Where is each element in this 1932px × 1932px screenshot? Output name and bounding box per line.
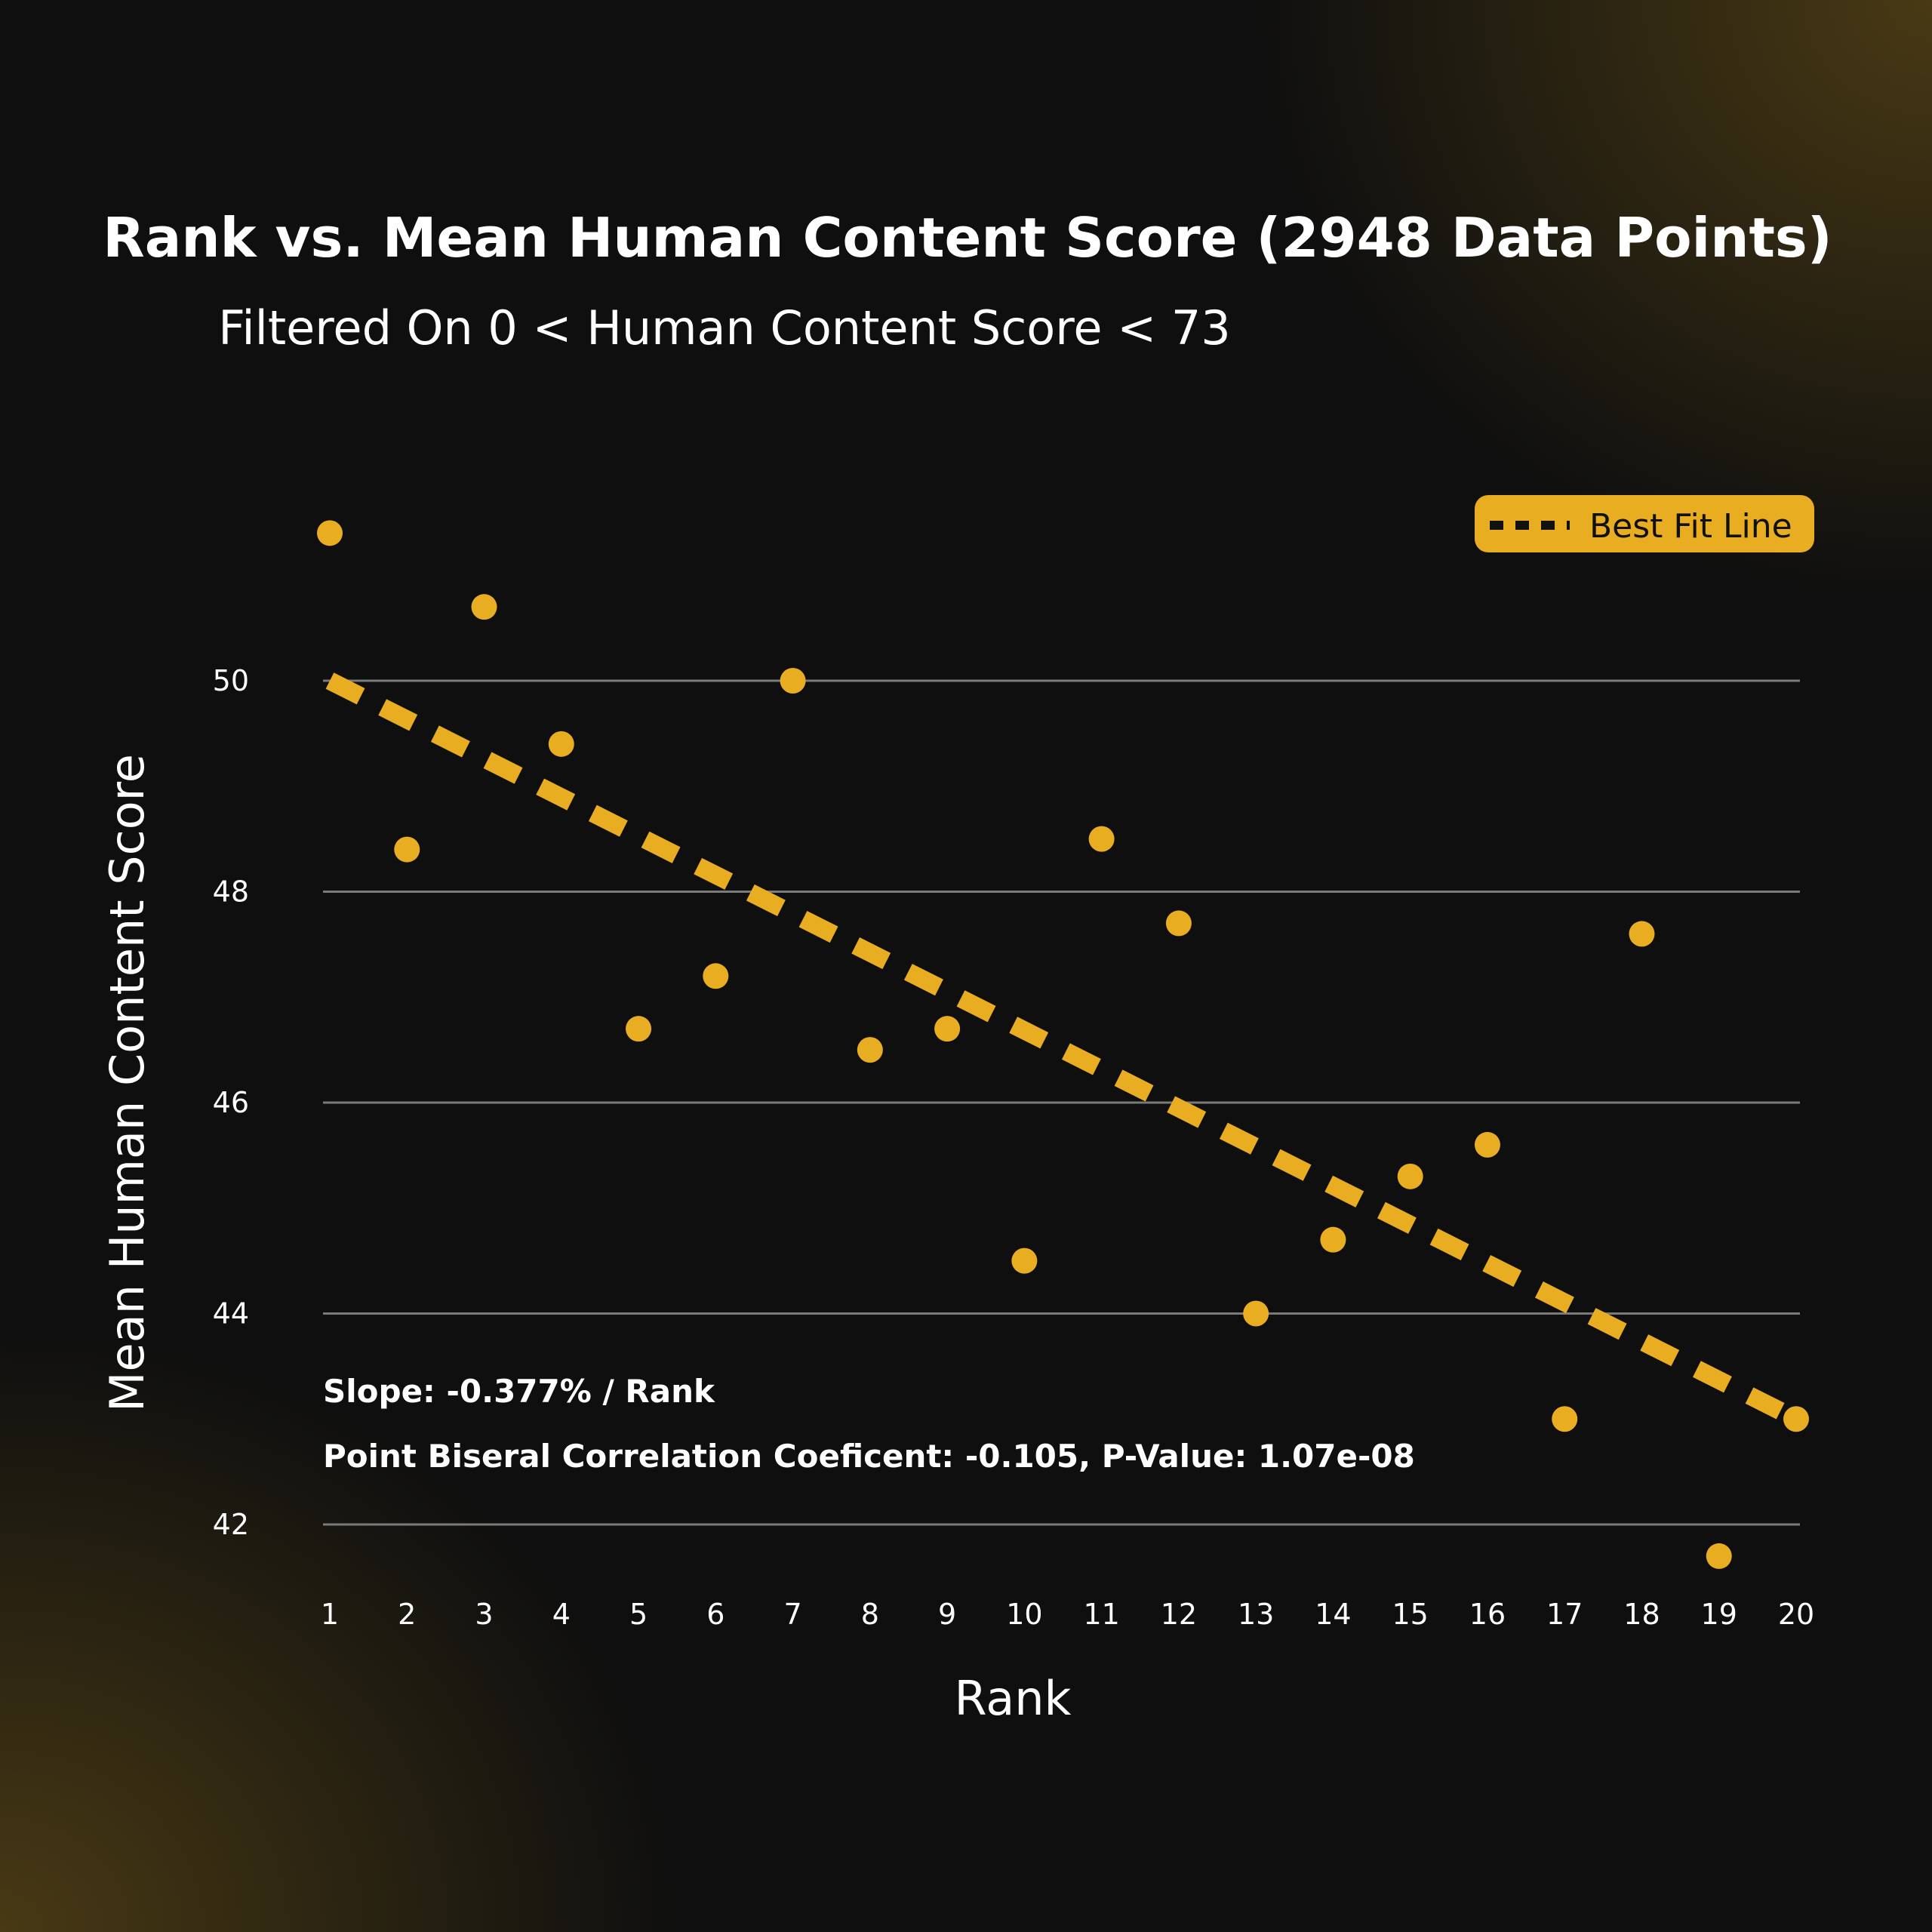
best-fit-line-path [325,672,1801,1427]
x-tick-label: 18 [1623,1598,1660,1631]
data-point [1474,1131,1500,1158]
x-tick-label: 16 [1469,1598,1506,1631]
data-point [394,836,420,863]
x-tick-label: 1 [321,1598,339,1631]
x-tick-label: 7 [783,1598,801,1631]
x-tick-label: 15 [1392,1598,1429,1631]
gridlines [323,679,1800,1526]
x-tick-label: 13 [1238,1598,1274,1631]
x-tick-label: 17 [1546,1598,1583,1631]
x-tick-label: 4 [552,1598,571,1631]
x-tick-label: 12 [1161,1598,1197,1631]
data-point [857,1037,883,1063]
data-point [934,1016,961,1042]
data-point [317,520,343,546]
data-point [703,963,729,989]
data-point [1552,1406,1578,1432]
slope-annotation: Slope: -0.377% / Rank [323,1373,715,1410]
y-axis-title: Mean Human Content Score [100,754,155,1412]
x-tick-label: 20 [1778,1598,1814,1631]
data-point [1243,1300,1269,1327]
legend: Best Fit Line [1475,495,1814,552]
data-point [1320,1226,1346,1253]
x-tick-label: 3 [475,1598,493,1631]
x-tick-labels: 1 2 3 4 5 6 7 8 9 10 11 12 13 14 15 16 17 18 19 20 [321,1598,1814,1631]
data-point [1165,910,1192,937]
data-point [1088,826,1115,852]
data-point [1397,1163,1423,1189]
y-tick-label: 48 [213,875,249,909]
x-tick-label: 10 [1006,1598,1042,1631]
y-tick-labels: 42 44 46 48 50 [213,664,249,1541]
x-tick-label: 19 [1701,1598,1737,1631]
data-point [626,1016,652,1042]
legend-box [1475,495,1814,552]
chart-title: Rank vs. Mean Human Content Score (2948 … [103,206,1832,269]
chart-subtitle: Filtered On 0 < Human Content Score < 73 [218,300,1231,355]
legend-label: Best Fit Line [1589,507,1792,546]
data-point [1706,1543,1732,1569]
data-point [780,668,806,694]
correlation-annotation: Point Biseral Correlation Coeficent: -0.… [323,1438,1415,1475]
y-tick-label: 42 [213,1508,249,1541]
y-tick-label: 46 [213,1086,249,1119]
best-fit-line [325,672,1801,1427]
x-tick-label: 9 [938,1598,956,1631]
x-tick-label: 5 [629,1598,648,1631]
x-tick-label: 2 [398,1598,416,1631]
data-points [317,520,1809,1569]
data-point [1629,921,1655,947]
x-tick-label: 6 [706,1598,724,1631]
data-point [471,594,497,620]
data-point [1783,1406,1809,1432]
x-tick-label: 11 [1083,1598,1119,1631]
x-axis-title: Rank [955,1671,1072,1726]
data-point [548,731,574,757]
x-tick-label: 8 [861,1598,879,1631]
y-tick-label: 44 [213,1297,249,1331]
data-point [1011,1247,1038,1274]
x-tick-label: 14 [1315,1598,1351,1631]
y-tick-label: 50 [213,664,249,697]
